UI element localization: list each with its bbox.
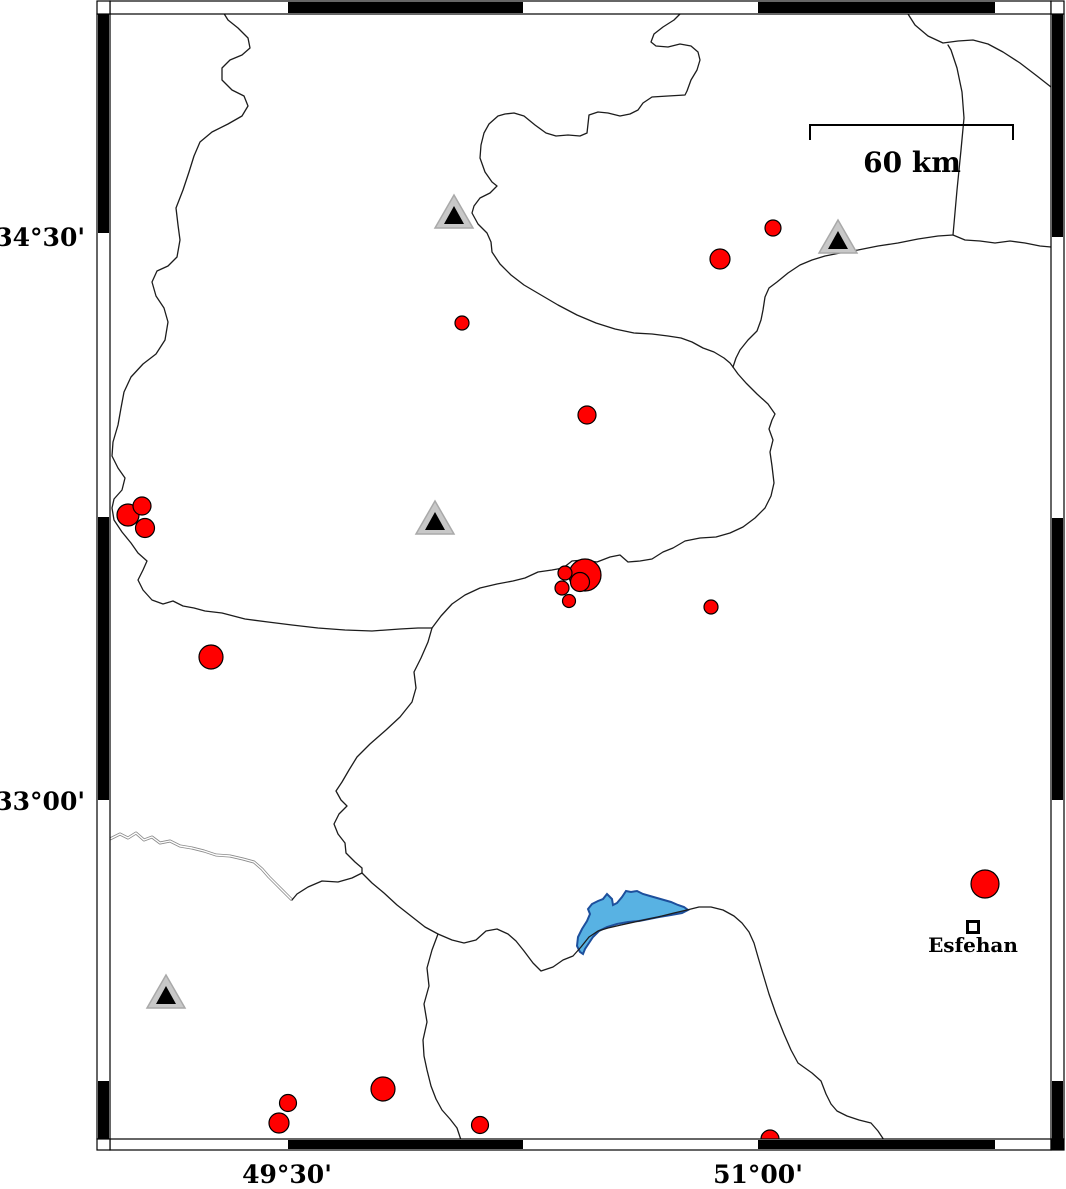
earthquake-epicenter-marker: [198, 644, 224, 670]
lake-layer: [575, 889, 690, 956]
station-core-icon: [156, 986, 176, 1004]
boundary-northeast-arc: [732, 234, 954, 368]
river-line-highlight: [109, 832, 293, 901]
boundary-northwest: [111, 11, 433, 632]
boundary-south-central: [422, 933, 462, 1141]
station-core-icon: [444, 206, 464, 224]
boundary-east-branch: [952, 234, 1052, 248]
scale-bar-label: 60 km: [863, 146, 961, 179]
river-line: [109, 831, 294, 902]
boundary-south: [333, 627, 433, 874]
station-core-icon: [828, 231, 848, 249]
earthquake-epicenter-marker: [970, 869, 1000, 899]
frame-corner-bottomleft: [96, 1138, 111, 1151]
station-core-icon: [425, 512, 445, 530]
river-layer: [109, 831, 294, 902]
lake-polygon: [575, 889, 690, 956]
earthquake-epicenter-marker: [470, 1115, 490, 1135]
earthquake-epicenter-marker: [557, 565, 573, 581]
frame-corner-topleft: [96, 0, 111, 15]
frame-corner-topright: [1050, 0, 1065, 15]
map-frame: [96, 0, 1065, 1151]
earthquake-epicenter-marker: [577, 405, 597, 425]
boundary-topright: [907, 13, 1052, 88]
earthquake-epicenter-marker: [703, 599, 719, 615]
earthquake-epicenter-marker: [561, 593, 577, 609]
station-layer: [145, 193, 859, 1009]
city-layer: [966, 920, 980, 934]
earthquake-epicenter-marker: [278, 1093, 298, 1113]
earthquake-epicenter-marker: [554, 580, 570, 596]
lat-label-33-00: 33°00': [0, 787, 85, 816]
earthquake-epicenter-marker: [134, 517, 156, 539]
boundary-layer: [111, 11, 1052, 1141]
lat-label-34-30: 34°30': [0, 223, 85, 252]
boundary-north-branch: [947, 44, 965, 236]
earthquake-epicenter-marker: [132, 496, 152, 516]
city-square-marker: [966, 920, 980, 934]
scale-bar: 60 km: [809, 124, 1014, 179]
boundary-lake-south: [361, 872, 885, 1141]
earthquake-epicenter-marker: [764, 219, 782, 237]
lon-label-51-00: 51°00': [713, 1160, 803, 1189]
earthquake-epicenter-marker: [268, 1112, 290, 1134]
boundary-central: [431, 366, 776, 629]
earthquake-epicenter-marker: [569, 571, 591, 593]
earthquake-epicenter-marker: [454, 315, 470, 331]
city-label: Esfehan: [928, 933, 1018, 957]
earthquake-epicenter-marker: [370, 1076, 396, 1102]
lon-label-49-30: 49°30': [242, 1160, 332, 1189]
frame-corner-bottomright: [1050, 1138, 1065, 1151]
earthquake-epicenter-marker: [709, 248, 731, 270]
earthquake-layer: [116, 219, 1000, 1149]
boundary-river-link: [291, 872, 363, 901]
scale-bar-bracket: [809, 124, 1014, 140]
boundary-topcenter: [471, 11, 734, 368]
